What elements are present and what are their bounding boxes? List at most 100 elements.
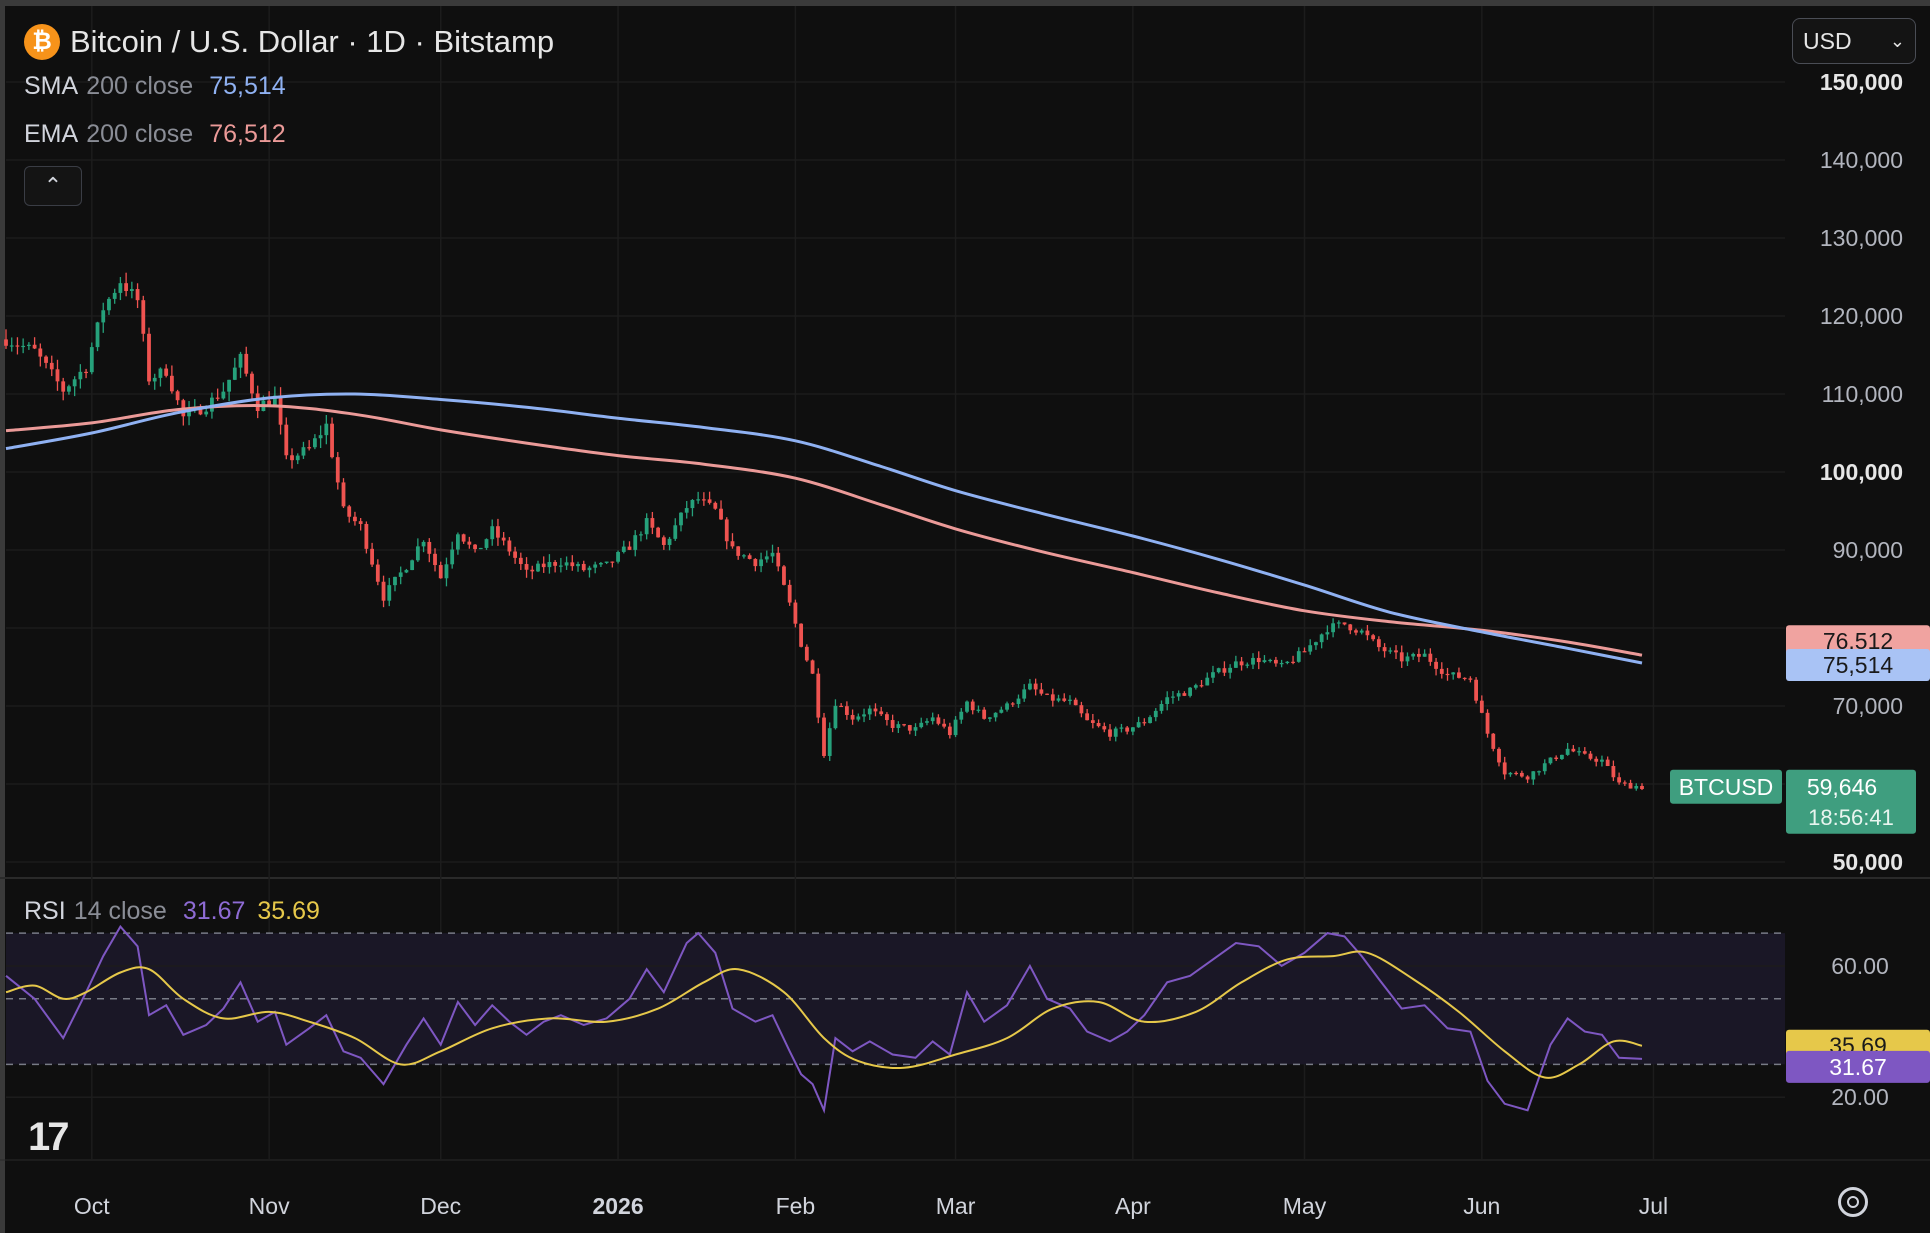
candle-body bbox=[1582, 751, 1587, 754]
sma-name: SMA bbox=[24, 72, 79, 100]
candle-body bbox=[410, 560, 415, 571]
candle-body bbox=[696, 499, 701, 501]
candle-body bbox=[1399, 652, 1404, 662]
candle-body bbox=[1159, 704, 1164, 711]
candle-body bbox=[1165, 697, 1170, 705]
candle-body bbox=[250, 373, 254, 394]
candle-body bbox=[1222, 668, 1227, 673]
candle-body bbox=[1497, 748, 1501, 763]
candle-body bbox=[541, 563, 546, 568]
candle-body bbox=[1050, 694, 1055, 701]
candle-body bbox=[1056, 698, 1061, 701]
settings-gear-icon[interactable] bbox=[1838, 1187, 1868, 1217]
candle-body bbox=[627, 546, 632, 550]
x-tick-label: Oct bbox=[74, 1193, 110, 1219]
candle-body bbox=[1336, 622, 1341, 624]
candle-body bbox=[1256, 657, 1261, 663]
price-axis-label: 110,000 bbox=[1822, 381, 1903, 407]
candle-body bbox=[353, 516, 357, 522]
candle-body bbox=[1102, 726, 1107, 730]
candle-body bbox=[1605, 759, 1610, 767]
candle-body bbox=[816, 673, 821, 718]
candle-body bbox=[1062, 698, 1067, 701]
candle-body bbox=[101, 310, 106, 323]
candle-body bbox=[581, 563, 586, 571]
sma-price-badge-bg bbox=[1786, 648, 1930, 681]
candle-body bbox=[461, 534, 466, 542]
candle-body bbox=[221, 391, 226, 399]
candle-body bbox=[907, 725, 912, 731]
candle-body bbox=[141, 300, 146, 334]
candle-body bbox=[524, 564, 529, 570]
tradingview-logo: 17 bbox=[28, 1115, 69, 1160]
candle-body bbox=[1365, 630, 1370, 636]
candle-body bbox=[112, 292, 117, 299]
ema-legend[interactable]: EMA 200 close 76,512 bbox=[24, 120, 286, 149]
candle-body bbox=[232, 367, 237, 380]
candle-body bbox=[187, 409, 191, 417]
candle-body bbox=[650, 518, 655, 528]
candle-body bbox=[656, 527, 661, 538]
currency-select[interactable]: USD ⌄ bbox=[1792, 18, 1916, 64]
candle-body bbox=[433, 553, 437, 566]
candle-body bbox=[747, 555, 752, 559]
candle-body bbox=[730, 541, 735, 547]
candle-body bbox=[621, 546, 626, 552]
rsi-legend[interactable]: RSI 14 close 31.67 35.69 bbox=[24, 897, 320, 926]
candle-body bbox=[450, 549, 455, 565]
candle-body bbox=[267, 400, 272, 406]
candle-body bbox=[9, 345, 14, 347]
candle-body bbox=[576, 563, 580, 567]
candle-body bbox=[238, 353, 243, 368]
candle-body bbox=[438, 565, 443, 579]
x-tick-label: Jun bbox=[1463, 1193, 1500, 1219]
candle-body bbox=[427, 541, 432, 554]
candle-body bbox=[1291, 661, 1295, 663]
candle-body bbox=[736, 546, 741, 556]
candle-body bbox=[307, 447, 312, 449]
rsi-value: 31.67 bbox=[182, 897, 246, 925]
x-tick-label: May bbox=[1283, 1193, 1327, 1219]
candle-body bbox=[742, 555, 746, 557]
candle-body bbox=[107, 298, 111, 311]
collapse-legend-button[interactable]: ⌃ bbox=[24, 166, 82, 206]
candle-body bbox=[570, 562, 575, 567]
candle-body bbox=[129, 289, 134, 292]
candle-body bbox=[1039, 689, 1044, 694]
candle-body bbox=[536, 563, 540, 572]
candle-body bbox=[1296, 651, 1301, 662]
candle-body bbox=[885, 714, 889, 721]
candle-body bbox=[1359, 630, 1364, 633]
candle-body bbox=[1371, 635, 1376, 640]
candle-body bbox=[318, 435, 323, 439]
candle-body bbox=[44, 356, 48, 363]
candle-body bbox=[358, 521, 363, 524]
candle-body bbox=[284, 424, 289, 456]
candle-body bbox=[1622, 782, 1627, 784]
candle-body bbox=[444, 564, 449, 579]
sma-legend[interactable]: SMA 200 close 75,514 bbox=[24, 72, 286, 101]
candle-body bbox=[324, 423, 329, 436]
candle-body bbox=[1188, 687, 1192, 696]
candle-body bbox=[1079, 705, 1084, 714]
candle-body bbox=[21, 345, 26, 348]
candle-body bbox=[290, 455, 294, 461]
candle-body bbox=[1010, 703, 1015, 705]
candle-body bbox=[1594, 758, 1599, 762]
candle-body bbox=[272, 395, 277, 406]
candle-body bbox=[375, 564, 380, 582]
candle-body bbox=[764, 556, 769, 560]
candle-body bbox=[415, 546, 420, 561]
candle-body bbox=[833, 705, 838, 729]
candle-body bbox=[1033, 683, 1038, 690]
candle-body bbox=[164, 368, 169, 376]
candle-body bbox=[244, 353, 249, 374]
candle-body bbox=[152, 377, 157, 382]
candle-body bbox=[1331, 623, 1335, 633]
candle-body bbox=[862, 714, 866, 717]
candle-body bbox=[1514, 772, 1519, 775]
price-axis-label: 100,000 bbox=[1820, 459, 1903, 485]
sma-value: 75,514 bbox=[209, 72, 286, 100]
candle-body bbox=[1519, 772, 1524, 777]
